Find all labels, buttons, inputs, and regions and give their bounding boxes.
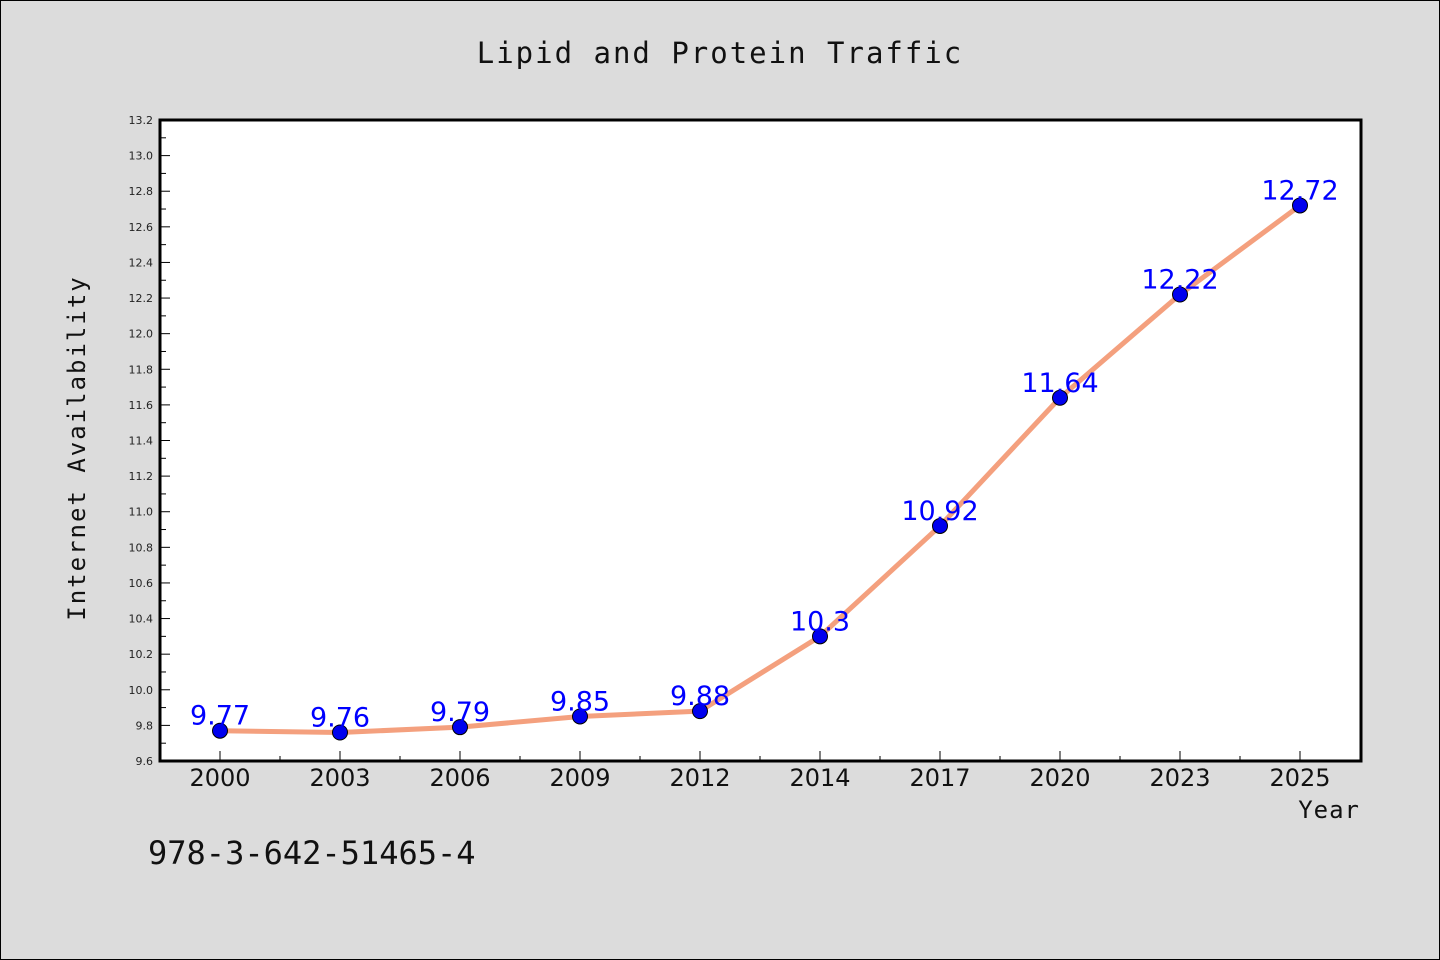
y-tick-label: 10.4 (129, 613, 154, 626)
y-tick-label: 12.0 (129, 328, 154, 341)
y-tick-label: 12.4 (129, 256, 154, 269)
data-point (212, 722, 228, 739)
x-tick-label: 2003 (309, 764, 370, 792)
x-tick-label: 2020 (1029, 764, 1090, 792)
y-tick-label: 11.0 (129, 506, 154, 519)
data-label: 9.79 (430, 697, 490, 728)
data-label: 9.88 (670, 681, 730, 712)
plot-area (158, 118, 1363, 763)
y-tick-label: 11.4 (129, 435, 154, 448)
x-tick-label: 2009 (549, 764, 610, 792)
data-label: 10.3 (790, 606, 850, 637)
y-tick-label: 10.8 (129, 541, 154, 554)
data-label: 12.72 (1261, 175, 1338, 206)
x-axis-label: Year (1298, 796, 1360, 824)
footer-identifier: 978-3-642-51465-4 (148, 834, 476, 872)
y-tick-label: 12.2 (129, 292, 154, 305)
data-point (932, 517, 948, 534)
data-labels: 9.77 9.76 9.79 9.85 9.88 10.3 10.92 11.64 12.22 1… (190, 175, 1339, 733)
data-label: 10.92 (901, 496, 978, 527)
data-point (572, 708, 588, 725)
data-label: 12.22 (1141, 264, 1218, 295)
data-label: 9.85 (550, 686, 610, 717)
data-label: 11.64 (1021, 368, 1098, 399)
x-tick-label: 2006 (429, 764, 490, 792)
y-tick-label: 10.0 (129, 684, 154, 697)
data-point (1052, 389, 1068, 406)
series-line-group (217, 202, 1303, 736)
x-tick-label: 2017 (909, 764, 970, 792)
y-tick-label: 9.8 (136, 719, 154, 732)
series-line (217, 202, 1303, 736)
x-tick-label: 2012 (669, 764, 730, 792)
y-tick-label: 11.2 (129, 470, 154, 483)
y-tick-label: 12.6 (129, 221, 154, 234)
x-tick-label: 2023 (1149, 764, 1210, 792)
series-markers (212, 197, 1308, 741)
x-tick-label: 2000 (189, 764, 250, 792)
y-tick-label: 13.2 (129, 114, 154, 127)
y-tick-label: 10.6 (129, 577, 154, 590)
data-point (1172, 286, 1188, 303)
data-label: 9.76 (310, 703, 370, 734)
x-axis-ticks: 2000 2003 2006 2009 2012 2014 2017 2020 2023 2025 (189, 751, 1331, 792)
data-label: 9.77 (190, 701, 250, 732)
data-point (1292, 197, 1308, 214)
y-tick-label: 9.6 (136, 755, 154, 768)
x-tick-label: 2025 (1269, 764, 1330, 792)
data-point (452, 719, 468, 736)
y-axis-ticks: 9.6 9.8 10.0 10.2 10.4 10.6 10.8 11.0 11.2 11.4 11… (129, 114, 170, 768)
data-point (812, 628, 828, 645)
data-point (692, 703, 708, 720)
y-tick-label: 13.0 (129, 150, 154, 163)
y-tick-label: 11.6 (129, 399, 154, 412)
x-tick-label: 2014 (789, 764, 850, 792)
y-tick-label: 12.8 (129, 185, 154, 198)
y-tick-label: 11.8 (129, 363, 154, 376)
data-point (332, 724, 348, 741)
y-tick-label: 10.2 (129, 648, 154, 661)
chart-title: Lipid and Protein Traffic (476, 36, 964, 70)
